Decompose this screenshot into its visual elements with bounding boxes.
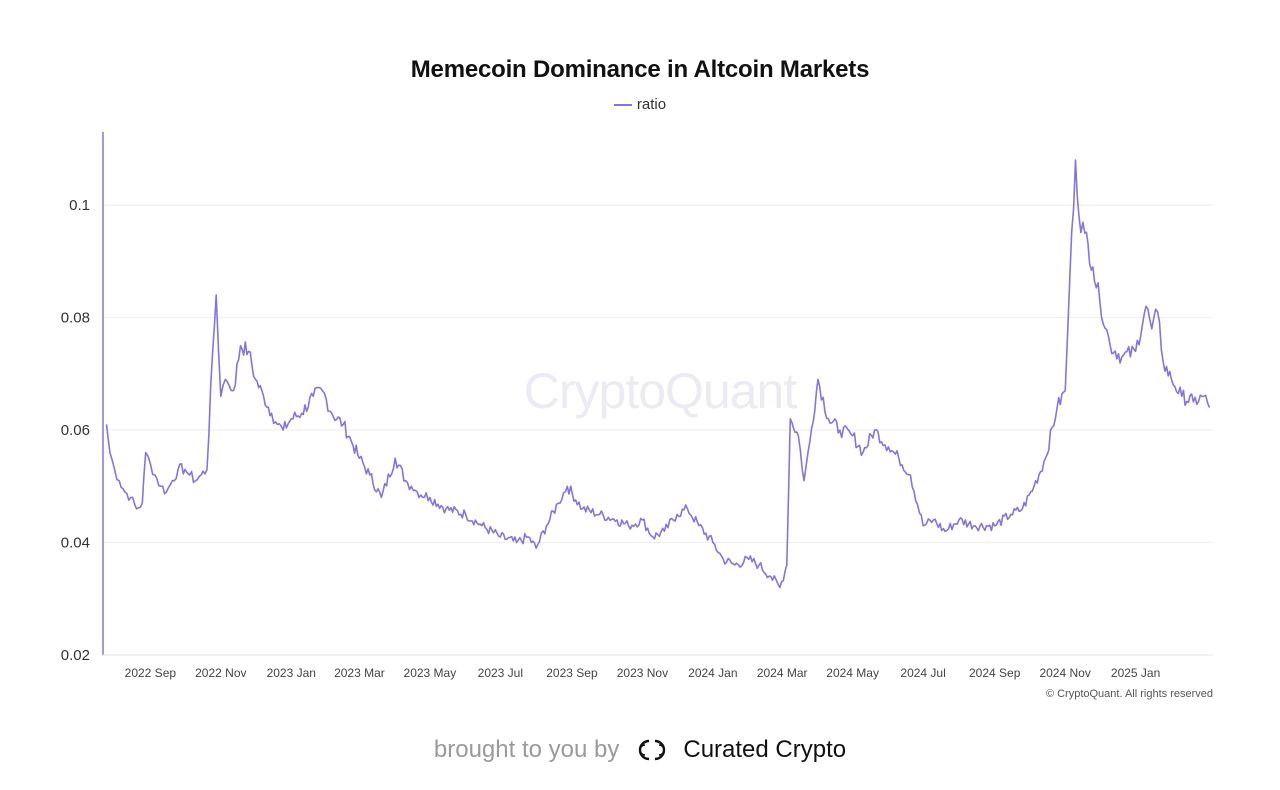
grid-lines bbox=[103, 204, 1213, 656]
x-tick-label: 2024 May bbox=[826, 666, 879, 680]
footer-prefix: brought to you by bbox=[433, 736, 620, 763]
x-tick-label: 2024 Jan bbox=[688, 666, 737, 680]
x-tick-label: 2023 Jan bbox=[267, 666, 316, 680]
y-tick-label: 0.04 bbox=[61, 535, 90, 552]
x-tick-label: 2024 Jul bbox=[900, 666, 945, 680]
x-tick-label: 2024 Mar bbox=[757, 666, 808, 680]
cryptoquant-watermark: CryptoQuant bbox=[524, 363, 798, 419]
x-tick-label: 2023 Nov bbox=[617, 666, 668, 680]
footer: brought to you by Curated Crypto bbox=[0, 736, 1280, 764]
chart-legend[interactable]: ratio bbox=[0, 96, 1280, 113]
brand-name: Curated Crypto bbox=[683, 736, 847, 763]
legend-label: ratio bbox=[636, 96, 667, 113]
axes bbox=[102, 132, 1213, 656]
x-tick-label: 2023 Mar bbox=[334, 666, 385, 680]
x-tick-label: 2024 Nov bbox=[1039, 666, 1090, 680]
x-tick-label: 2023 Sep bbox=[546, 666, 598, 680]
x-tick-label: 2022 Nov bbox=[195, 666, 246, 680]
y-tick-label: 0.06 bbox=[61, 422, 90, 439]
copyright-notice: © CryptoQuant. All rights reserved bbox=[1045, 688, 1213, 700]
y-tick-label: 0.02 bbox=[61, 647, 90, 664]
y-tick-labels: 0.02 0.04 0.06 0.08 0.1 bbox=[61, 197, 90, 664]
x-tick-label: 2023 Jul bbox=[478, 666, 523, 680]
y-tick-label: 0.1 bbox=[69, 197, 90, 214]
chart-title: Memecoin Dominance in Altcoin Markets bbox=[410, 56, 870, 83]
double-c-logo-icon bbox=[639, 739, 666, 761]
x-tick-label: 2023 May bbox=[404, 666, 457, 680]
x-tick-label: 2022 Sep bbox=[125, 666, 177, 680]
series-line-ratio bbox=[105, 159, 1211, 589]
x-tick-label: 2024 Sep bbox=[969, 666, 1021, 680]
legend-swatch bbox=[613, 103, 632, 106]
y-tick-label: 0.08 bbox=[61, 310, 90, 327]
series-layer bbox=[105, 159, 1211, 589]
x-tick-label: 2025 Jan bbox=[1111, 666, 1160, 680]
x-tick-labels: 2022 Sep 2022 Nov 2023 Jan 2023 Mar 2023 May… bbox=[125, 666, 1161, 680]
